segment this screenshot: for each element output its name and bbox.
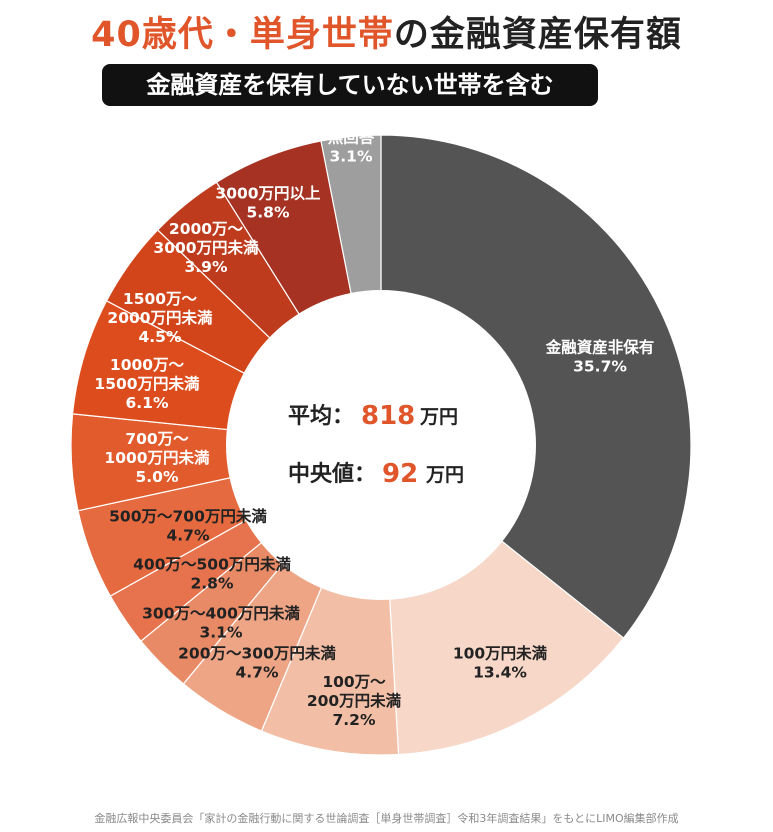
slice-label-6: 400万〜500万円未満 2.8% <box>133 555 291 593</box>
median-value: 92 <box>382 459 418 489</box>
slice-label-10: 1500万〜 2000万円未満 4.5% <box>107 290 213 346</box>
chart-title: 40歳代・単身世帯の金融資産保有額 <box>0 6 773 57</box>
donut-hole <box>226 290 536 600</box>
slice-label-13: 無回答 3.1% <box>328 128 375 166</box>
title-highlight: 40歳代・単身世帯 <box>91 15 394 55</box>
slice-label-7: 500万〜700万円未満 4.7% <box>109 507 267 545</box>
subtitle-text: 金融資産を保有していない世帯を含む <box>146 71 554 99</box>
slice-label-1: 金融資産非保有 35.7% <box>545 338 655 376</box>
average-value: 818 <box>361 401 415 431</box>
center-average: 平均： 818 万円 <box>288 401 458 431</box>
title-rest: の金融資産保有額 <box>393 15 682 55</box>
median-label: 中央値： <box>288 461 376 487</box>
slice-label-4: 200万〜300万円未満 4.7% <box>178 644 336 682</box>
slice-label-12: 3000万円以上 5.8% <box>215 185 321 222</box>
subtitle-badge: 金融資産を保有していない世帯を含む <box>102 64 598 106</box>
slice-label-8: 700万〜 1000万円未満 5.0% <box>104 430 210 486</box>
median-unit: 万円 <box>425 464 464 486</box>
pie-slice-1 <box>380 134 692 639</box>
source-note: 金融広報中央委員会「家計の金融行動に関する世論調査［単身世帯調査］令和3年調査結… <box>94 812 679 825</box>
slice-label-11: 2000万〜 3000万円未満 3.9% <box>153 220 259 276</box>
slice-labels-group: 金融資産非保有 35.7% 100万円未満 13.4% 100万〜 200万円未満 7.2%… <box>94 128 654 730</box>
slice-label-5: 300万〜400万円未満 3.1% <box>142 604 300 642</box>
average-unit: 万円 <box>419 406 458 428</box>
slice-label-3: 100万〜 200万円未満 7.2% <box>307 673 402 729</box>
slice-label-2: 100万円未満 13.4% <box>453 644 548 682</box>
center-median: 中央値： 92 万円 <box>288 459 464 489</box>
average-label: 平均： <box>288 403 354 429</box>
slice-label-9: 1000万〜 1500万円未満 6.1% <box>94 356 200 412</box>
